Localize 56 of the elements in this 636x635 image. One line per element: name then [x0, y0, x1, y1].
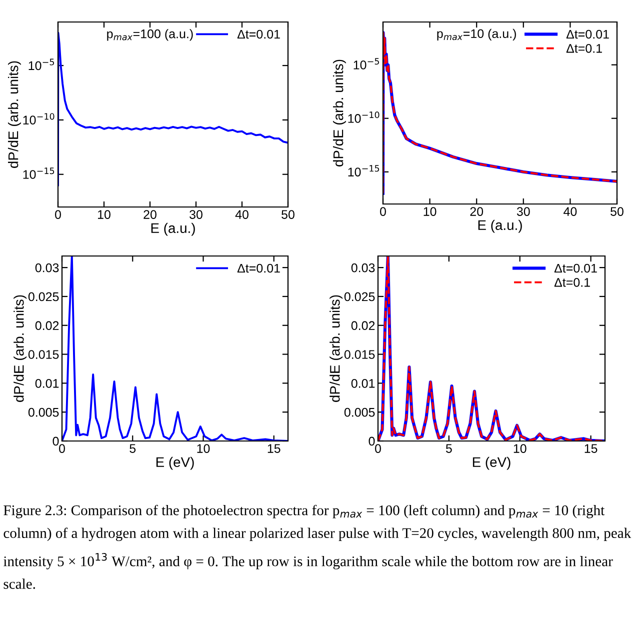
legend-label: Δt=0.1: [554, 278, 590, 287]
y-tick-label: 0.015: [344, 350, 375, 359]
y-axis-title: dP/dE (arb. units): [330, 295, 343, 402]
legend-label: Δt=0.1: [566, 44, 602, 53]
x-tick-label: 50: [282, 210, 294, 219]
y-axis-title: dP/dE (arb. units): [8, 61, 21, 168]
x-tick-label: 5: [446, 444, 452, 453]
y-tick-label: 0.03: [351, 263, 375, 272]
x-axis-title: E (eV): [156, 456, 194, 470]
y-tick-label: 10$^{−15}$: [348, 165, 380, 176]
x-tick-label: 5: [130, 444, 136, 453]
y-tick-label: 10$^{−10}$: [348, 112, 380, 123]
x-tick-label: 30: [516, 207, 530, 216]
y-tick-label: 10$^{−10}$: [23, 113, 54, 124]
x-tick-label: 30: [190, 210, 202, 219]
x-tick-label: 40: [235, 210, 248, 219]
x-axis-title: E (a.u.): [478, 220, 522, 233]
y-tick-label: 0.02: [351, 321, 375, 330]
text: Figure 2.3: Comparison of the photoelectron spectra for p$_{max}$ = 100 (left column) and p$_{max}$ = 10 (right column) of a hydrogen atom with a linear polarized laser pulse with T=20 cycles, wavelength 800 nm, peak intensity 5 × 10$^{13}$ W/cm², and φ = 0. The up row is in logarithm scale while the bottom row are in linear scale.: [3, 504, 632, 589]
annotation: p$_{max}$=10 (a.u.): [437, 28, 516, 41]
y-tick-label: 0.01: [35, 378, 59, 388]
x-tick-label: 15: [268, 444, 280, 453]
x-axis-title: E (eV): [472, 456, 510, 470]
legend-label: Δt=0.01: [554, 264, 597, 273]
legend-label: Δt=0.01: [237, 30, 280, 39]
x-tick-label: 15: [584, 444, 598, 453]
y-tick-label: 0.005: [28, 408, 59, 417]
y-tick-label: 10$^{−5}$: [354, 58, 380, 70]
x-tick-label: 0: [380, 207, 386, 216]
legend-label: Δt=0.01: [237, 264, 280, 273]
x-tick-label: 20: [144, 210, 156, 219]
legend-label: Δt=0.01: [566, 30, 609, 39]
x-tick-label: 40: [564, 207, 577, 216]
x-tick-label: 20: [470, 207, 484, 216]
x-tick-label: 10: [514, 444, 526, 453]
y-tick-label: 0.025: [28, 292, 59, 302]
y-tick-label: 0.01: [351, 378, 375, 388]
y-tick-label: 0.02: [35, 321, 59, 330]
x-tick-label: 0: [59, 444, 65, 453]
y-tick-label: 0.025: [344, 292, 375, 302]
y-axis-title: dP/dE (arb. units): [14, 295, 27, 402]
line-series: [62, 256, 288, 441]
x-tick-label: 50: [610, 207, 624, 216]
y-tick-label: 10$^{−5}$: [28, 58, 54, 70]
y-tick-label: 0.005: [344, 408, 375, 417]
annotation: p$_{max}$=100 (a.u.): [107, 29, 193, 41]
y-tick-label: 0.03: [35, 263, 59, 272]
x-tick-label: 10: [424, 207, 436, 216]
x-tick-label: 10: [98, 210, 110, 219]
y-tick-label: 0.015: [28, 350, 59, 359]
y-tick-label: 0: [52, 436, 59, 446]
y-tick-label: 0: [368, 436, 375, 446]
x-tick-label: 10: [197, 444, 210, 453]
y-tick-label: 10$^{−15}$: [23, 168, 54, 179]
y-axis-title: dP/dE (arb. units): [333, 60, 346, 166]
x-axis-title: E (a.u.): [151, 222, 195, 236]
